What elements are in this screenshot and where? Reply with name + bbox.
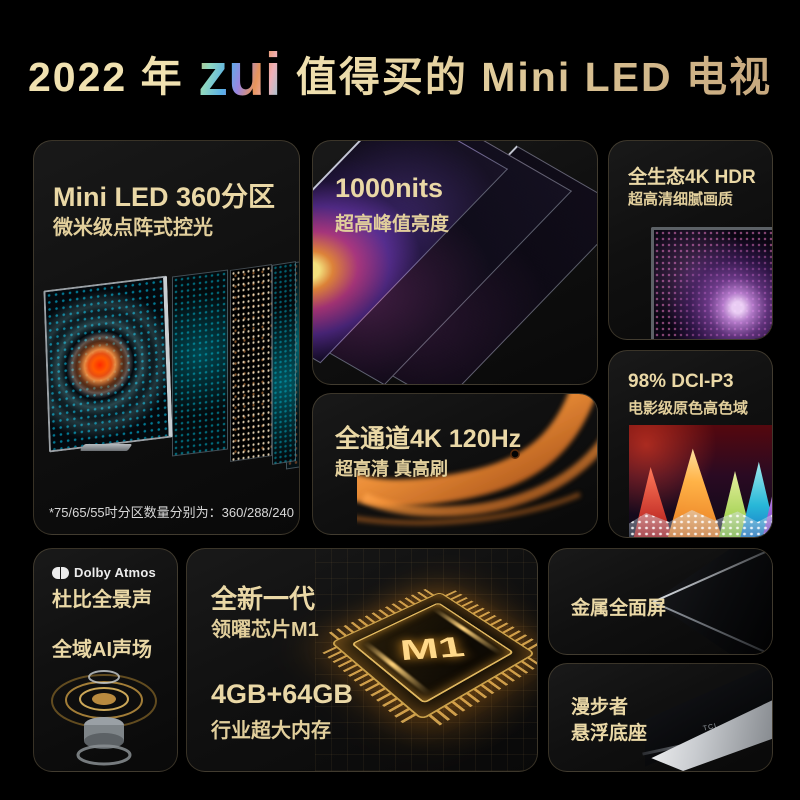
card-chip: M1 全新一代 领曜芯片M1 4GB+64GB 行业超大内存: [186, 548, 538, 772]
dolby-double-d-icon: [52, 566, 69, 579]
card-audio: Dolby Atmos 杜比全景声 全域AI声场: [33, 548, 178, 772]
tv-screen-flower-image: [43, 275, 173, 453]
title-highlight: zui: [198, 41, 282, 108]
title-part2: 值得买的 Mini LED 电视: [295, 54, 772, 100]
panel-layer-icon: [172, 269, 228, 457]
zone-count-footnote: *75/65/55吋分区数量分别为：360/288/240: [49, 505, 294, 520]
title-part1: 2022 年: [28, 54, 184, 100]
backlight-layer-icon: [272, 261, 296, 465]
mini-led-heading: Mini LED 360分区: [53, 182, 276, 212]
hdr-subheading: 超高清细腻画质: [628, 191, 734, 208]
page-title: 2022 年 zui 值得买的 Mini LED 电视: [0, 38, 800, 112]
card-brightness: 1000nits 超高峰值亮度: [312, 140, 598, 385]
crystal-image: [629, 425, 772, 537]
led-matrix-layer-icon: [230, 264, 272, 462]
metal-heading: 金属全面屏: [571, 598, 667, 619]
card-color-gamut: 98% DCI-P3 电影级原色高色域: [608, 350, 773, 538]
speaker-image: [51, 670, 157, 766]
hdr-flower-image: [651, 227, 772, 339]
gamut-heading: 98% DCI-P3: [628, 371, 734, 392]
stand-heading-line1: 漫步者: [571, 697, 629, 718]
dolby-brand-row: Dolby Atmos: [52, 565, 156, 580]
tv-corner-icon: [652, 549, 772, 654]
dolby-brand-label: Dolby Atmos: [74, 565, 156, 580]
mini-led-subheading: 微米级点阵式控光: [53, 217, 213, 239]
audio-heading: 杜比全景声: [52, 589, 152, 611]
card-metal-frame: 金属全面屏: [548, 548, 773, 655]
orange-swirl-image: [357, 394, 597, 526]
metal-frame-image: [649, 549, 772, 654]
brightness-subheading: 超高峰值亮度: [335, 214, 450, 235]
refresh-subheading: 超高清 真高刷: [335, 459, 449, 479]
card-floating-stand: TCL 漫步者 悬浮底座: [548, 663, 773, 772]
tv-stand-icon: [79, 444, 133, 451]
memory-heading: 4GB+64GB: [211, 679, 353, 709]
refresh-heading: 全通道4K 120Hz: [335, 425, 522, 453]
card-hdr: 全生态4K HDR 超高清细腻画质: [608, 140, 773, 340]
floating-base-image: TCL: [642, 664, 772, 771]
stand-heading-line2: 悬浮底座: [571, 723, 648, 744]
audio-heading2: 全域AI声场: [52, 639, 152, 661]
gamut-subheading: 电影级原色高色域: [628, 400, 749, 417]
chip-label: M1: [398, 630, 468, 667]
memory-subheading: 行业超大内存: [211, 720, 331, 742]
card-mini-led: Mini LED 360分区 微米级点阵式控光 *75/65/55吋分区数量分别…: [33, 140, 300, 535]
card-refresh: 全通道4K 120Hz 超高清 真高刷: [312, 393, 598, 535]
brightness-heading: 1000nits: [335, 173, 444, 203]
hdr-heading: 全生态4K HDR: [628, 167, 756, 188]
chip-heading: 全新一代: [211, 584, 316, 614]
chip-subheading: 领曜芯片M1: [211, 619, 319, 641]
